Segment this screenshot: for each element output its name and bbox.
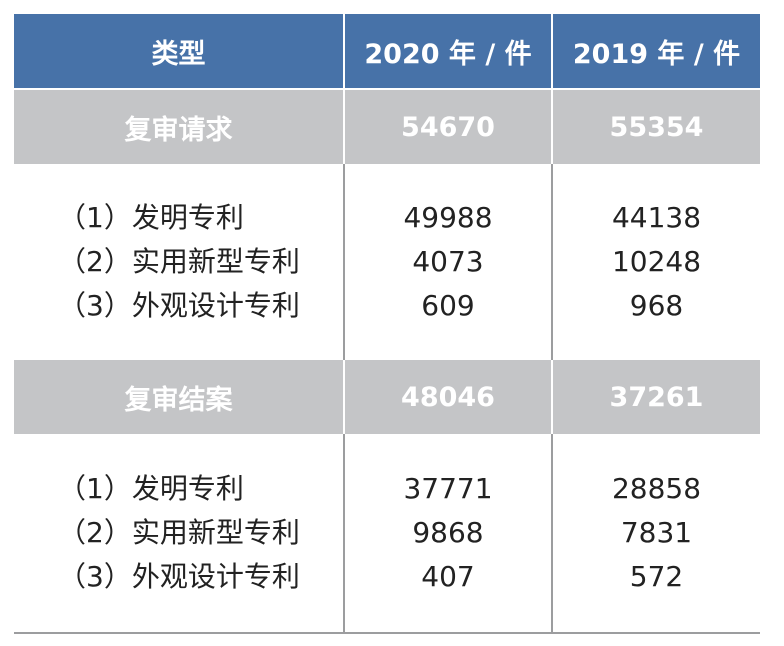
item-value-2020: 4073 [412, 245, 484, 278]
item-value-2020: 407 [421, 560, 475, 593]
header-2019: 2019 年 / 件 [572, 38, 741, 70]
table-header-row: 类型 2020 年 / 件 2019 年 / 件 [14, 14, 760, 88]
item-value-2019: 10248 [611, 245, 702, 278]
item-value-2019: 572 [629, 560, 684, 593]
item-value-2020: 49988 [403, 201, 493, 234]
section-title: 复审请求 [14, 90, 345, 164]
detail-row-review-requests: （1）发明专利 （2）实用新型专利 （3）外观设计专利 49988 4073 6… [14, 164, 760, 360]
item-label: （2）实用新型专利 [58, 516, 300, 549]
detail-values-2019: 44138 10248 968 [553, 164, 760, 360]
header-type: 类型 [14, 14, 345, 88]
item-value-2019: 7831 [620, 516, 693, 549]
header-2020: 2020 年 / 件 [345, 14, 553, 88]
item-value-2019: 968 [629, 289, 684, 322]
item-label: （1）发明专利 [58, 472, 244, 505]
item-value-2020: 37771 [403, 472, 493, 505]
detail-labels: （1）发明专利 （2）实用新型专利 （3）外观设计专利 [14, 434, 345, 632]
section-title: 复审结案 [14, 360, 345, 434]
detail-values-2019: 28858 7831 572 [553, 434, 760, 632]
item-label: （3）外观设计专利 [58, 560, 300, 593]
item-value-2020: 9868 [412, 516, 484, 549]
item-label: （1）发明专利 [58, 201, 244, 234]
section-row-review-requests: 复审请求 54670 55354 [14, 88, 760, 164]
item-value-2019: 28858 [611, 472, 702, 505]
item-value-2019: 44138 [611, 201, 702, 234]
section-total-2019: 55354 [609, 111, 704, 143]
section-total-2020: 54670 [345, 90, 553, 164]
patent-review-table: 类型 2020 年 / 件 2019 年 / 件 复审请求 54670 5535… [14, 14, 760, 634]
item-label: （3）外观设计专利 [58, 289, 300, 322]
detail-labels: （1）发明专利 （2）实用新型专利 （3）外观设计专利 [14, 164, 345, 360]
section-total-2019: 37261 [609, 381, 704, 413]
item-label: （2）实用新型专利 [58, 245, 300, 278]
detail-row-review-closures: （1）发明专利 （2）实用新型专利 （3）外观设计专利 37771 9868 4… [14, 434, 760, 634]
detail-values-2020: 37771 9868 407 [345, 434, 553, 632]
detail-values-2020: 49988 4073 609 [345, 164, 553, 360]
section-total-2020: 48046 [345, 360, 553, 434]
section-row-review-closures: 复审结案 48046 37261 [14, 360, 760, 434]
item-value-2020: 609 [421, 289, 475, 322]
